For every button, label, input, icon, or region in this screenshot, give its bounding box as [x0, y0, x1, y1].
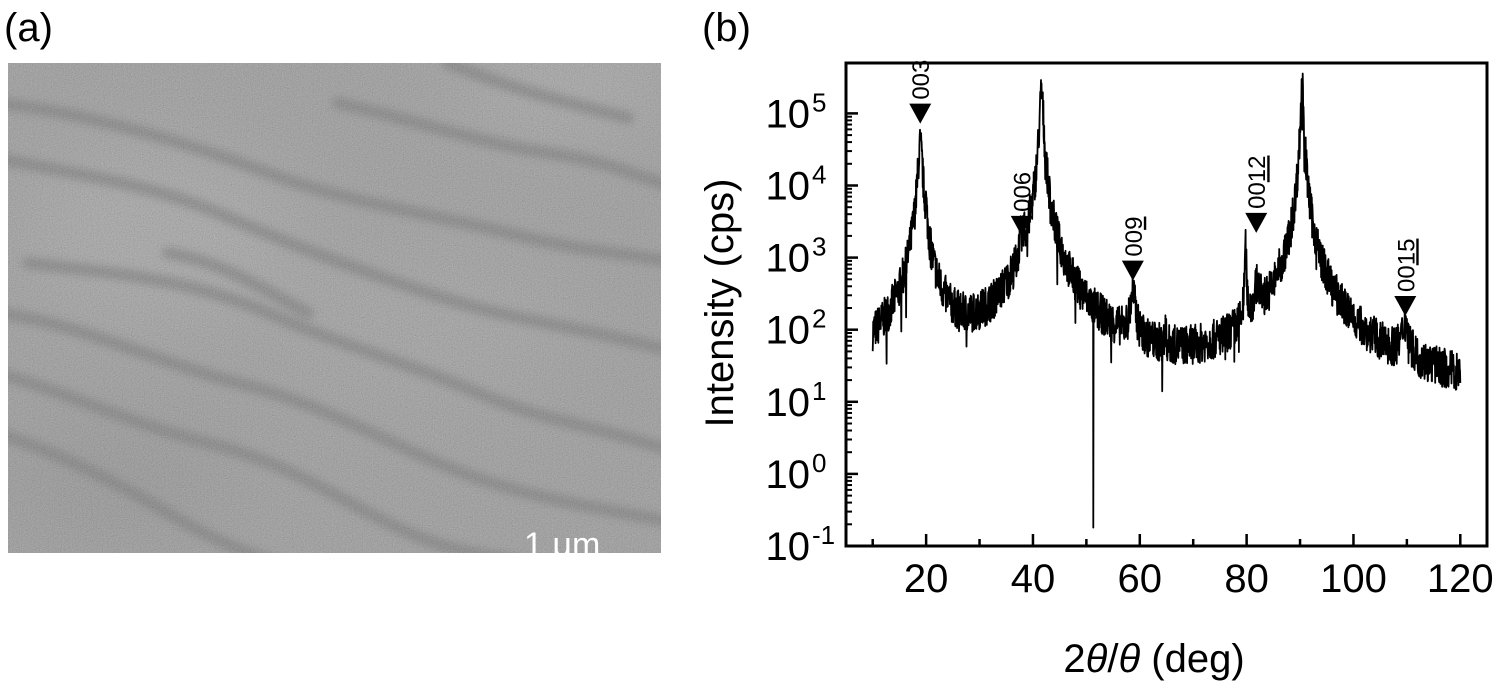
- panel-b-label: (b): [702, 6, 751, 50]
- plot-frame: [844, 61, 1489, 548]
- x-axis-label-part: θ: [1086, 637, 1108, 681]
- peak-label-overbar-index: 12: [1244, 156, 1271, 183]
- y-tick-label: 10: [766, 237, 811, 281]
- sem-micrograph: 1 μm: [8, 63, 661, 553]
- y-tick-exponent: 5: [812, 87, 826, 117]
- series-layer: [871, 72, 1462, 529]
- x-tick-label: 100: [1320, 557, 1387, 601]
- peak-label-index: 00: [1393, 265, 1420, 292]
- peak-label: 0015: [1393, 239, 1420, 292]
- y-tick-label: 10: [766, 164, 811, 208]
- x-axis-label: 2θ/θ (deg): [1063, 637, 1244, 681]
- x-axis-label-part: 2: [1063, 637, 1085, 681]
- peak-marker-triangle: [1394, 295, 1417, 316]
- peak-marker-triangle: [1010, 215, 1033, 236]
- peak-marker-triangle: [1121, 260, 1144, 281]
- peak-label: 003: [908, 60, 935, 100]
- peak-label: 009: [1121, 217, 1148, 257]
- y-tick-exponent: -1: [812, 520, 835, 550]
- x-tick-label: 40: [1011, 557, 1056, 601]
- plot-border: [844, 61, 1489, 548]
- peak-label-index: 00: [1010, 185, 1037, 212]
- x-tick-label: 80: [1224, 557, 1269, 601]
- peak-marker-triangle: [1245, 212, 1268, 233]
- x-axis-label-part: (deg): [1140, 637, 1245, 681]
- x-axis-label-part: /: [1107, 637, 1119, 681]
- xrd-series-line: [871, 72, 1462, 529]
- panel-a-label: (a): [4, 6, 53, 50]
- peak-label-overbar-index: 15: [1393, 239, 1420, 266]
- y-tick-label: 10: [766, 381, 811, 425]
- x-tick-label: 120: [1427, 557, 1494, 601]
- x-axis: 20 40 60 80 100 120: [871, 534, 1494, 601]
- y-axis-label: Intensity (cps): [698, 179, 742, 428]
- scale-bar-label: 1 μm: [524, 526, 601, 553]
- x-tick-label: 20: [904, 557, 949, 601]
- sem-texture: [8, 63, 661, 553]
- y-tick-label: 10: [766, 453, 811, 497]
- y-tick-label: 10: [766, 525, 811, 569]
- y-tick-exponent: 4: [812, 159, 826, 189]
- y-tick-exponent: 1: [812, 376, 826, 406]
- peak-marker-triangle: [909, 103, 932, 124]
- y-tick-exponent: 2: [812, 304, 826, 334]
- y-tick-exponent: 3: [812, 232, 826, 262]
- y-tick-label: 10: [766, 92, 811, 136]
- peak-label: 0012: [1244, 156, 1271, 209]
- peak-label-index: 00: [1244, 182, 1271, 209]
- x-axis-label-part: θ: [1118, 637, 1140, 681]
- x-tick-label: 60: [1118, 557, 1163, 601]
- peak-label-overbar-index: 9: [1121, 217, 1148, 230]
- peak-label-index: 00: [1121, 230, 1148, 257]
- peak-label: 006: [1010, 172, 1037, 212]
- peak-label-overbar-index: 6: [1010, 172, 1037, 185]
- peak-label-index: 003: [908, 60, 935, 100]
- y-tick-exponent: 0: [812, 448, 826, 478]
- y-tick-label: 10: [766, 309, 811, 353]
